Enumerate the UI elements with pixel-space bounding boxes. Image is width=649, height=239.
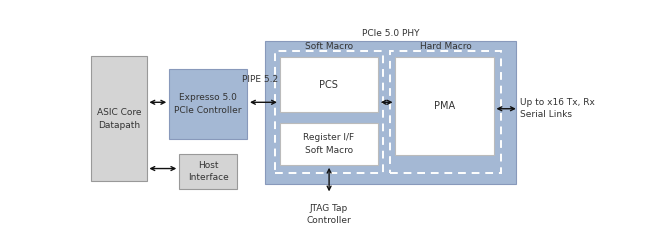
Bar	[169, 69, 247, 139]
Text: Up to x16 Tx, Rx
Serial Links: Up to x16 Tx, Rx Serial Links	[520, 98, 594, 119]
Text: Expresso 5.0
PCIe Controller: Expresso 5.0 PCIe Controller	[175, 93, 242, 115]
Bar	[280, 124, 378, 165]
Bar	[391, 51, 501, 173]
Text: Register I/F
Soft Macro: Register I/F Soft Macro	[303, 133, 354, 155]
Bar	[275, 51, 383, 173]
Bar	[280, 57, 378, 112]
Text: PCIe 5.0 PHY: PCIe 5.0 PHY	[361, 29, 419, 38]
Text: PMA: PMA	[434, 101, 455, 111]
Bar	[91, 56, 147, 181]
Text: PIPE 5.2: PIPE 5.2	[241, 75, 278, 84]
Text: ASIC Core
Datapath: ASIC Core Datapath	[97, 108, 141, 130]
Text: JTAG Tap
Controller: JTAG Tap Controller	[307, 204, 352, 225]
Bar	[395, 57, 494, 155]
Text: Soft Macro: Soft Macro	[305, 42, 353, 51]
Text: PCS: PCS	[319, 80, 338, 90]
Text: Host
Interface: Host Interface	[188, 161, 228, 182]
Bar	[179, 154, 237, 189]
Text: Hard Macro: Hard Macro	[420, 42, 472, 51]
Bar	[265, 41, 516, 184]
